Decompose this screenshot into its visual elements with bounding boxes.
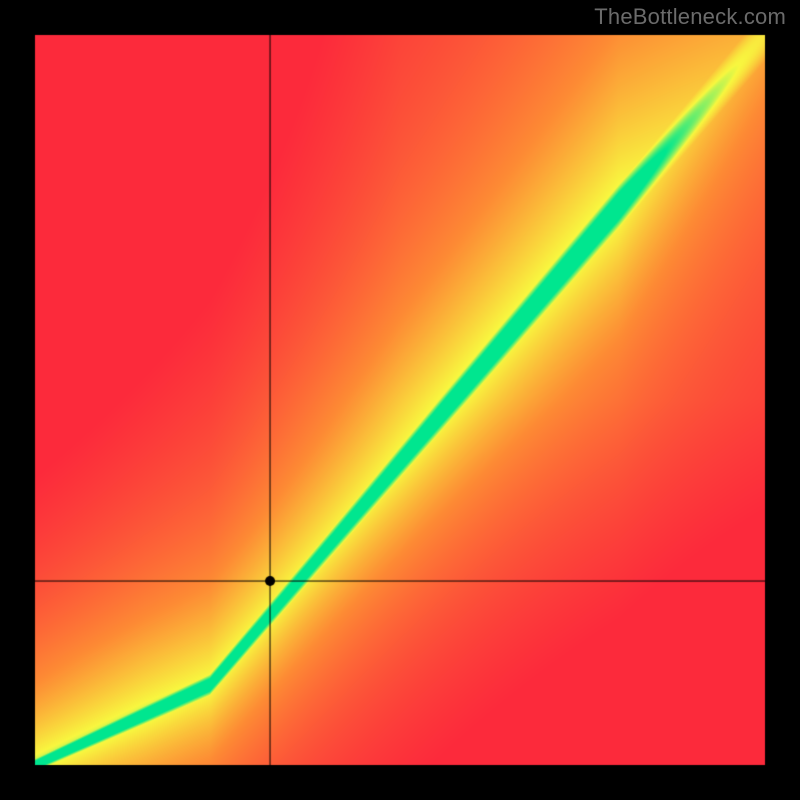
heatmap-canvas: [0, 0, 800, 800]
chart-container: TheBottleneck.com: [0, 0, 800, 800]
watermark-text: TheBottleneck.com: [594, 4, 786, 30]
